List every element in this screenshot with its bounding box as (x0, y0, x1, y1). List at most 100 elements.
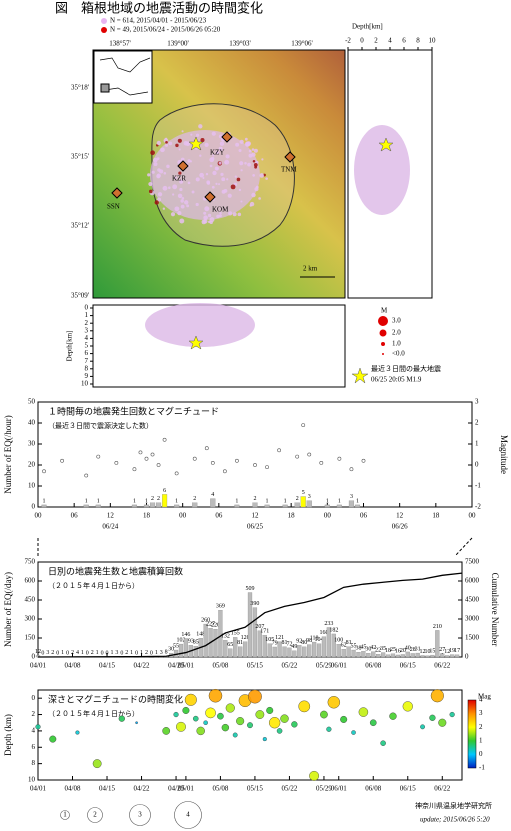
magnitude-point (162, 437, 167, 442)
epicenter (184, 200, 189, 205)
bar (348, 500, 355, 508)
value-label: 80 (301, 640, 307, 646)
quake (438, 718, 447, 727)
bar (174, 504, 180, 508)
epicenter (153, 162, 158, 167)
epicenter (157, 197, 162, 202)
y2-tick-label: 4500 (465, 596, 480, 604)
epicenter-cloud (354, 125, 410, 215)
bar (143, 504, 150, 508)
value-label: 0 (150, 650, 153, 656)
tick-label: 10 (429, 37, 437, 45)
bar (395, 654, 401, 658)
epicenter (195, 202, 199, 207)
update: update; 2015/06/26 5:20 (420, 816, 490, 824)
quake (309, 770, 320, 781)
epicenter (236, 177, 241, 182)
x-tick-label: 00 (324, 512, 332, 520)
quake (380, 740, 386, 746)
epicenter (237, 212, 242, 217)
value-label: 220 (211, 623, 220, 629)
colorbar-tick-label: -1 (479, 764, 485, 772)
epicenter (195, 177, 200, 182)
bar (238, 646, 243, 658)
mag-legend-symbol (378, 316, 388, 326)
epicenter (187, 159, 191, 163)
magnitude-point (114, 460, 119, 465)
epicenter (157, 192, 163, 197)
epicenter (181, 130, 184, 133)
bar (405, 651, 410, 658)
quake (326, 726, 332, 732)
value-label: 0 (106, 650, 109, 656)
bar (454, 654, 460, 658)
quake (276, 728, 283, 734)
bar (376, 654, 381, 658)
value-label: 2 (71, 650, 74, 656)
magnitude-point (301, 423, 306, 428)
y-tick-label: 600 (25, 577, 36, 585)
bar (267, 643, 272, 658)
x-tick-label: 12 (107, 512, 115, 520)
epicenter (178, 148, 181, 151)
epicenter (227, 193, 232, 198)
bar (262, 635, 267, 658)
bar (149, 502, 156, 508)
value-label: 38 (355, 646, 361, 652)
epicenter (189, 160, 193, 163)
quake (402, 701, 413, 712)
value-label: 2 (157, 496, 160, 502)
quake (118, 715, 125, 722)
bar (162, 494, 168, 508)
epicenter (179, 179, 184, 184)
epicenter (252, 174, 256, 177)
epicenter (180, 204, 185, 209)
x-tick-label: 04/15 (99, 662, 115, 670)
magnitude-point (84, 473, 89, 478)
x-tick-label: 04/01 (30, 785, 46, 793)
y-tick-label: 0 (32, 503, 36, 511)
epicenter (151, 170, 155, 174)
epicenter (254, 165, 258, 169)
value-label: 1 (140, 650, 143, 656)
x-tick-label: 06 (215, 512, 223, 520)
epicenter (253, 163, 258, 167)
quake (75, 730, 80, 735)
value-label: 0 (56, 650, 59, 656)
bar (131, 504, 138, 508)
cumulative-line (37, 572, 463, 658)
value-label: 45 (360, 645, 366, 651)
epicenter (154, 200, 159, 205)
x-tick-label: 04/29 (168, 785, 184, 793)
epicenter (150, 150, 155, 156)
bar (450, 654, 455, 658)
quake (327, 696, 341, 709)
quake (192, 715, 199, 722)
inset-map (93, 50, 153, 104)
y-tick-label: 10 (28, 776, 36, 784)
epicenter (156, 140, 161, 146)
x-tick-label: 00 (179, 512, 187, 520)
quake (182, 706, 190, 714)
bar (282, 646, 287, 658)
y2-tick-label: 0 (475, 461, 479, 469)
value-label: 15 (429, 648, 435, 654)
y2-tick-label: 1 (475, 440, 479, 448)
epicenter (177, 138, 182, 143)
value-label: 65 (227, 642, 233, 648)
magnitude-point (192, 456, 197, 461)
bar (242, 641, 248, 658)
value-label: 19 (449, 648, 455, 654)
value-label: 1 (175, 498, 178, 504)
bar (425, 655, 430, 658)
value-label: 1 (284, 498, 287, 504)
y-tick-label: 0 (32, 694, 36, 702)
x-tick-label: 06/15 (400, 662, 416, 670)
y-tick-label: 4 (32, 727, 36, 735)
value-label: 1 (326, 498, 329, 504)
epicenter (209, 164, 213, 168)
bar (371, 651, 376, 658)
epicenter (148, 181, 153, 187)
chart-subtitle: （２０１５年４月１日から） (48, 581, 139, 590)
lon-label: 139°06' (291, 40, 313, 48)
